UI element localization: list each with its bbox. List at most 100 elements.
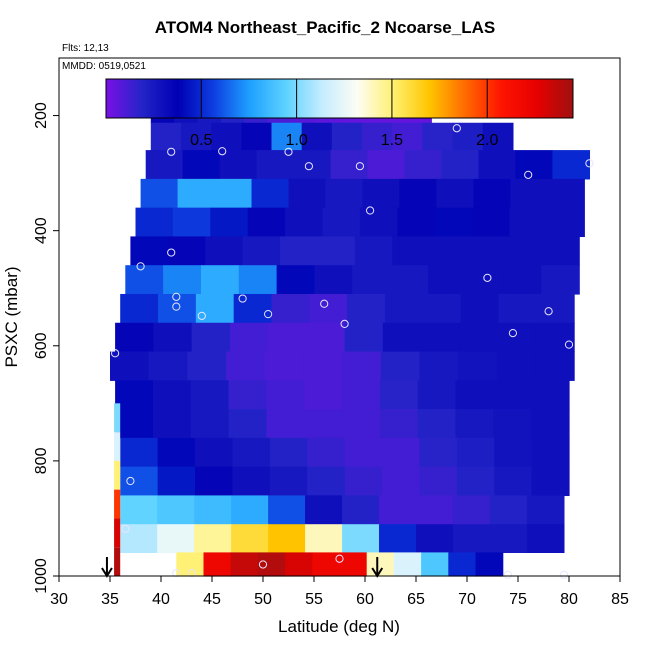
x-tick-label: 50: [254, 591, 272, 608]
heat-cell: [342, 380, 381, 410]
heat-cell: [390, 265, 429, 295]
edge-cell: [114, 460, 121, 490]
heat-cell: [419, 437, 458, 468]
heat-cell: [342, 409, 381, 439]
heat-cell: [546, 207, 585, 238]
heat-cell: [257, 552, 286, 577]
heat-cell: [163, 265, 202, 295]
colorbar-tick-label: 1.0: [285, 132, 307, 149]
heat-cell: [465, 265, 505, 295]
data-point: [340, 319, 349, 329]
heat-cell: [448, 552, 477, 577]
x-tick-label: 70: [458, 591, 476, 608]
heat-cell: [241, 122, 273, 151]
heat-cell: [276, 265, 316, 295]
heat-cell: [251, 178, 290, 209]
heat-cell: [238, 265, 278, 295]
data-point: [585, 159, 594, 168]
heat-cell: [422, 293, 462, 324]
heat-cell: [115, 380, 154, 410]
heat-cell: [194, 495, 232, 525]
heat-cell: [526, 495, 565, 525]
heat-cell: [176, 552, 205, 577]
heat-cell: [526, 524, 565, 554]
heat-cell: [306, 322, 346, 353]
heat-cell: [421, 322, 460, 353]
x-tick-label: 30: [50, 591, 68, 608]
heat-cell: [219, 150, 258, 180]
heat-cell: [498, 293, 537, 324]
heat-cell: [367, 150, 406, 180]
heat-cell: [379, 495, 417, 525]
heat-cell: [242, 236, 281, 266]
heat-cell: [152, 409, 192, 439]
heat-cell: [256, 150, 295, 180]
heat-cell: [547, 178, 585, 209]
heat-cell: [140, 178, 179, 209]
heat-cell: [150, 122, 182, 151]
heat-cell: [305, 495, 343, 525]
x-tick-label: 35: [101, 591, 119, 608]
heat-cell: [416, 524, 454, 554]
heat-cell: [531, 380, 570, 410]
heat-cell: [285, 552, 313, 577]
heat-cell: [190, 380, 230, 410]
heat-cell: [307, 466, 346, 497]
heat-cell: [135, 207, 174, 238]
heat-cell: [459, 322, 499, 353]
heat-cell: [417, 380, 457, 410]
heat-cell: [379, 409, 419, 439]
heat-cell: [309, 293, 348, 324]
heat-cell: [452, 524, 491, 554]
edge-cell: [114, 432, 121, 461]
data-point: [304, 162, 313, 171]
data-point: [264, 310, 273, 319]
data-point: [111, 349, 120, 358]
heat-cell: [330, 150, 369, 180]
x-tick-label: 60: [356, 591, 374, 608]
heat-cell: [344, 466, 383, 497]
heat-cell: [232, 437, 271, 468]
data-point: [366, 206, 375, 215]
heat-cell: [110, 351, 150, 381]
heat-cell: [419, 351, 459, 381]
heat-cell: [304, 380, 343, 410]
x-tick-label: 55: [305, 591, 323, 608]
y-tick-label: 400: [33, 217, 50, 244]
heat-cell: [157, 524, 195, 554]
data-point: [452, 124, 461, 133]
heat-cell: [317, 236, 356, 266]
data-point: [483, 273, 492, 282]
heat-cell: [203, 552, 232, 577]
heat-cell: [515, 150, 554, 180]
heat-cell: [379, 380, 419, 410]
heat-cell: [271, 293, 310, 324]
dates-label: MMDD: 0519,0521: [62, 61, 146, 72]
heat-cell: [211, 122, 242, 151]
edge-cell: [114, 547, 121, 576]
heat-cell: [456, 466, 495, 497]
heat-cell: [152, 380, 192, 410]
heat-cell: [342, 351, 382, 381]
heat-cell: [531, 409, 570, 439]
heat-cell: [493, 409, 532, 439]
heat-cell: [190, 409, 230, 439]
heat-cell: [541, 265, 580, 295]
heat-cell: [384, 293, 424, 324]
heat-cell: [205, 236, 244, 266]
heat-cell: [264, 351, 304, 381]
heat-cell: [194, 524, 232, 554]
heat-cell: [301, 122, 333, 151]
heat-cell: [342, 524, 380, 554]
heat-cell: [247, 207, 286, 238]
heat-cell: [493, 380, 532, 410]
heat-cell: [359, 207, 398, 238]
heat-cell: [269, 466, 308, 497]
data-point: [503, 570, 512, 579]
heat-cell: [120, 466, 159, 497]
heat-cell: [354, 236, 393, 266]
heat-cell: [322, 207, 361, 238]
heat-cell: [455, 409, 494, 439]
y-tick-label: 800: [33, 447, 50, 474]
